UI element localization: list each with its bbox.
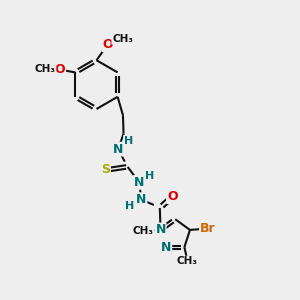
Text: CH₃: CH₃ (112, 34, 133, 44)
Text: CH₃: CH₃ (34, 64, 56, 74)
Text: N: N (136, 193, 147, 206)
Text: O: O (167, 190, 178, 203)
Text: CH₃: CH₃ (133, 226, 154, 236)
Text: S: S (101, 163, 110, 176)
Text: N: N (134, 176, 144, 189)
Text: N: N (155, 224, 166, 236)
Text: H: H (145, 171, 154, 181)
Text: O: O (55, 63, 65, 76)
Text: H: H (125, 201, 135, 211)
Text: O: O (103, 38, 113, 51)
Text: N: N (161, 241, 171, 254)
Text: H: H (124, 136, 133, 146)
Text: Br: Br (200, 222, 216, 235)
Text: CH₃: CH₃ (177, 256, 198, 266)
Text: N: N (113, 142, 123, 156)
